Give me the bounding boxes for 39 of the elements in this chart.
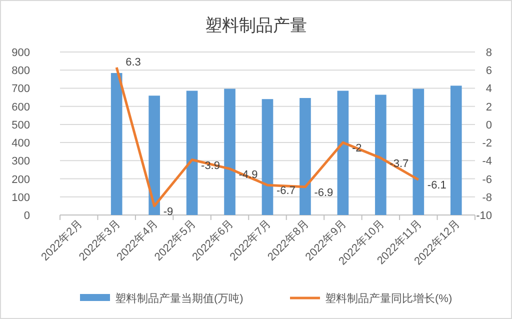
- y2-tick-label: -2: [482, 138, 492, 150]
- y2-tick-label: 4: [486, 83, 492, 96]
- y-tick-label: 200: [12, 174, 30, 186]
- y-tick-label: 0: [24, 210, 30, 222]
- bar: [262, 99, 274, 215]
- data-label: 6.3: [126, 56, 141, 68]
- y-tick-label: 900: [12, 47, 30, 59]
- bar: [300, 98, 311, 215]
- line-series: [115, 66, 420, 208]
- bar: [375, 94, 386, 215]
- y2-tick-label: -6: [482, 174, 492, 186]
- y-tick-label: 800: [12, 65, 30, 78]
- bar: [148, 96, 160, 215]
- data-label: -6.9: [314, 186, 334, 199]
- chart-title: 塑料制品产量: [205, 16, 307, 35]
- legend-label: 塑料制品产量当期值(万吨): [115, 292, 244, 305]
- y2-tick-label: -8: [482, 192, 492, 204]
- data-label: -6.1: [427, 180, 446, 192]
- y-tick-label: 400: [12, 138, 30, 150]
- bar: [110, 73, 122, 215]
- data-label: -9: [163, 206, 174, 218]
- y-tick-label: 100: [12, 192, 30, 204]
- y-tick-label: 500: [12, 119, 30, 132]
- y-tick-label: 600: [12, 101, 30, 114]
- y2-tick-label: -10: [476, 210, 492, 222]
- legend-label: 塑料制品产量同比增长(%): [325, 292, 452, 305]
- bar: [337, 90, 349, 215]
- y2-tick-label: 8: [486, 47, 492, 59]
- bar: [412, 88, 424, 215]
- bar: [186, 90, 198, 215]
- y2-tick-label: 6: [486, 65, 492, 78]
- bar: [224, 88, 236, 215]
- y2-tick-label: 0: [486, 119, 492, 132]
- y-tick-label: 700: [12, 83, 30, 96]
- data-label: -6.7: [276, 185, 296, 198]
- y2-tick-label: 2: [486, 101, 492, 114]
- bar: [450, 86, 462, 215]
- y-tick-label: 300: [12, 156, 30, 168]
- y2-tick-label: -4: [482, 156, 492, 168]
